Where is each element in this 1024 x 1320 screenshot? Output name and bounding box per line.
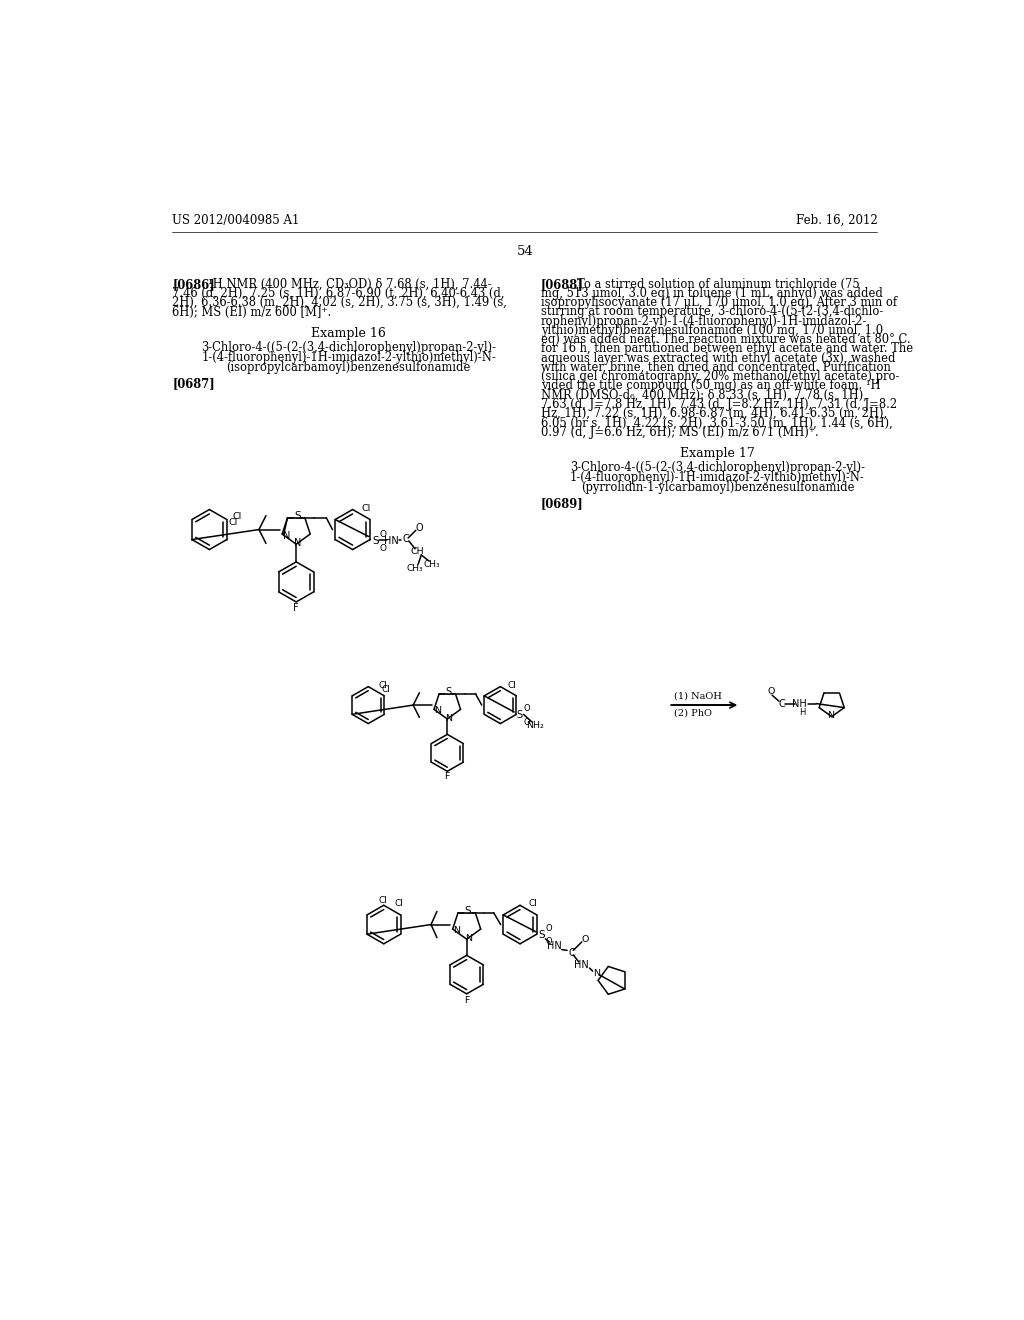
Text: N: N (465, 935, 472, 942)
Text: Cl: Cl (528, 899, 538, 908)
Text: 54: 54 (516, 246, 534, 259)
Text: [0688]: [0688] (541, 277, 584, 290)
Text: O: O (523, 718, 529, 726)
Text: isopropylisocyanate (17 μL, 170 μmol, 1.0 eq). After 3 min of: isopropylisocyanate (17 μL, 170 μmol, 1.… (541, 296, 897, 309)
Text: S: S (445, 688, 452, 697)
Text: 3-Chloro-4-((5-(2-(3,4-dichlorophenyl)propan-2-yl)-: 3-Chloro-4-((5-(2-(3,4-dichlorophenyl)pr… (570, 461, 865, 474)
Text: stirring at room temperature, 3-chloro-4-((5-(2-(3,4-dichlo-: stirring at room temperature, 3-chloro-4… (541, 305, 884, 318)
Text: for 16 h, then partitioned between ethyl acetate and water. The: for 16 h, then partitioned between ethyl… (541, 342, 913, 355)
Text: Cl: Cl (379, 896, 388, 906)
Text: N: N (445, 714, 453, 722)
Text: Example 16: Example 16 (311, 327, 386, 341)
Text: with water, brine, then dried and concentrated. Purification: with water, brine, then dried and concen… (541, 360, 891, 374)
Text: US 2012/0040985 A1: US 2012/0040985 A1 (172, 214, 300, 227)
Text: Cl: Cl (361, 504, 371, 512)
Text: Cl: Cl (228, 519, 238, 527)
Text: S: S (294, 511, 301, 521)
Text: F: F (444, 772, 450, 781)
Text: Cl: Cl (232, 512, 242, 521)
Text: Cl: Cl (382, 685, 391, 693)
Text: HN: HN (384, 536, 399, 546)
Text: eq) was added neat. The reaction mixture was heated at 80° C.: eq) was added neat. The reaction mixture… (541, 333, 910, 346)
Text: S: S (539, 931, 545, 940)
Text: N: N (434, 706, 441, 715)
Text: C: C (568, 948, 575, 957)
Text: CH₃: CH₃ (407, 565, 423, 573)
Text: mg, 513 μmol, 3.0 eq) in toluene (1 mL, anhyd) was added: mg, 513 μmol, 3.0 eq) in toluene (1 mL, … (541, 286, 883, 300)
Text: C: C (778, 698, 785, 709)
Text: [0689]: [0689] (541, 498, 584, 511)
Text: (pyrrolidin-1-ylcarbamoyl)benzenesulfonamide: (pyrrolidin-1-ylcarbamoyl)benzenesulfona… (581, 480, 854, 494)
Text: aqueous layer was extracted with ethyl acetate (3x), washed: aqueous layer was extracted with ethyl a… (541, 351, 896, 364)
Text: O: O (545, 937, 552, 946)
Text: To a stirred solution of aluminum trichloride (75: To a stirred solution of aluminum trichl… (577, 277, 859, 290)
Text: NH₂: NH₂ (526, 721, 544, 730)
Text: 6.05 (br s, 1H), 4.22 (s, 2H), 3.61-3.50 (m, 1H), 1.44 (s, 6H),: 6.05 (br s, 1H), 4.22 (s, 2H), 3.61-3.50… (541, 416, 893, 429)
Text: S: S (465, 906, 471, 916)
Text: N: N (283, 531, 291, 541)
Text: ylthio)methyl)benzenesulfonamide (100 mg, 170 μmol, 1.0: ylthio)methyl)benzenesulfonamide (100 mg… (541, 323, 883, 337)
Text: O: O (582, 935, 589, 944)
Text: 0.97 (d, J=6.6 Hz, 6H); MS (EI) m/z 671 (MH)⁺.: 0.97 (d, J=6.6 Hz, 6H); MS (EI) m/z 671 … (541, 425, 819, 438)
Text: 7.63 (d, J=7.8 Hz, 1H), 7.43 (d, J=8.2 Hz, 1H), 7.31 (d, J=8.2: 7.63 (d, J=7.8 Hz, 1H), 7.43 (d, J=8.2 H… (541, 397, 897, 411)
Text: Cl: Cl (379, 681, 387, 690)
Text: Cl: Cl (394, 899, 403, 908)
Text: S: S (373, 536, 379, 546)
Text: CH₃: CH₃ (424, 560, 440, 569)
Text: NMR (DMSO-d₆, 400 MHz): δ 8.33 (s, 1H), 7.78 (s, 1H),: NMR (DMSO-d₆, 400 MHz): δ 8.33 (s, 1H), … (541, 388, 867, 401)
Text: F: F (293, 603, 299, 612)
Text: NH: NH (792, 698, 807, 709)
Text: S: S (516, 710, 522, 721)
Text: rophenyl)propan-2-yl)-1-(4-fluorophenyl)-1H-imidazol-2-: rophenyl)propan-2-yl)-1-(4-fluorophenyl)… (541, 314, 867, 327)
Text: O: O (379, 529, 386, 539)
Text: 1-(4-fluorophenyl)-1H-imidazol-2-ylthio)methyl)-N-: 1-(4-fluorophenyl)-1H-imidazol-2-ylthio)… (570, 471, 864, 484)
Text: O: O (523, 704, 529, 713)
Text: Cl: Cl (508, 681, 516, 690)
Text: N: N (453, 927, 460, 935)
Text: [0686]: [0686] (172, 277, 215, 290)
Text: N: N (593, 969, 600, 978)
Text: (silica gel chromatography, 20% methanol/ethyl acetate) pro-: (silica gel chromatography, 20% methanol… (541, 370, 899, 383)
Text: 2H), 6.36-6.38 (m, 2H), 4.02 (s, 2H), 3.75 (s, 3H), 1.49 (s,: 2H), 6.36-6.38 (m, 2H), 4.02 (s, 2H), 3.… (172, 296, 507, 309)
Text: HN: HN (574, 960, 589, 970)
Text: 6H); MS (EI) m/z 600 [M]⁺.: 6H); MS (EI) m/z 600 [M]⁺. (172, 305, 332, 318)
Text: N: N (827, 711, 835, 721)
Text: CH: CH (411, 548, 424, 556)
Text: F: F (464, 995, 469, 1005)
Text: N: N (294, 539, 301, 548)
Text: O: O (416, 523, 424, 533)
Text: Hz, 1H), 7.22 (s, 1H), 6.98-6.87 (m, 4H), 6.41-6.35 (m, 2H),: Hz, 1H), 7.22 (s, 1H), 6.98-6.87 (m, 4H)… (541, 407, 887, 420)
Text: O: O (379, 544, 386, 553)
Text: O: O (768, 686, 775, 696)
Text: C: C (402, 533, 410, 544)
Text: 3-Chloro-4-((5-(2-(3,4-dichlorophenyl)propan-2-yl)-: 3-Chloro-4-((5-(2-(3,4-dichlorophenyl)pr… (201, 341, 496, 354)
Text: vided the title compound (50 mg) as an off-white foam. ¹H: vided the title compound (50 mg) as an o… (541, 379, 881, 392)
Text: (1) NaOH: (1) NaOH (675, 692, 722, 700)
Text: Example 17: Example 17 (680, 447, 755, 461)
Text: ¹H NMR (400 MHz, CD₃OD) δ 7.68 (s, 1H), 7.44-: ¹H NMR (400 MHz, CD₃OD) δ 7.68 (s, 1H), … (208, 277, 492, 290)
Text: (isopropylcarbamoyl)benzenesulfonamide: (isopropylcarbamoyl)benzenesulfonamide (226, 360, 471, 374)
Text: 1-(4-fluorophenyl)-1H-imidazol-2-ylthio)methyl)-N-: 1-(4-fluorophenyl)-1H-imidazol-2-ylthio)… (201, 351, 496, 364)
Text: O: O (545, 924, 552, 932)
Text: H: H (799, 709, 806, 717)
Text: Feb. 16, 2012: Feb. 16, 2012 (796, 214, 878, 227)
Text: HN: HN (547, 941, 562, 952)
Text: 7.46 (d, 2H), 7.25 (s, 1H), 6.87-6.90 (t, 2H), 6.40-6.43 (d,: 7.46 (d, 2H), 7.25 (s, 1H), 6.87-6.90 (t… (172, 286, 505, 300)
Text: (2) PhO: (2) PhO (675, 709, 713, 718)
Text: [0687]: [0687] (172, 378, 215, 391)
